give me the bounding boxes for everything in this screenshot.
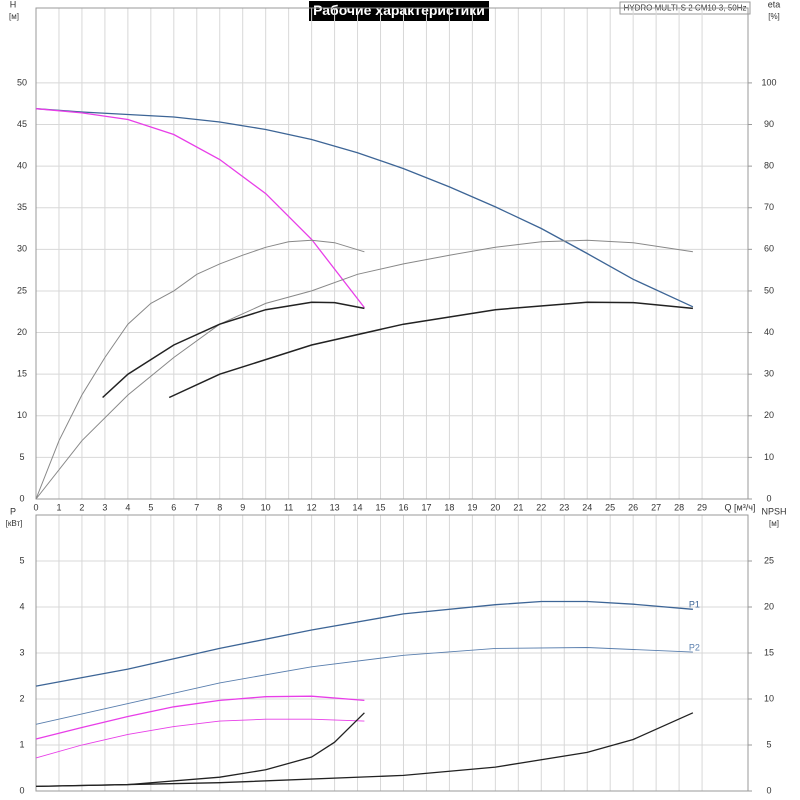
series-label: P2 (689, 642, 700, 652)
y-tick-label: 4 (19, 601, 24, 611)
x-tick-label: 23 (559, 502, 569, 512)
x-tick-label: 0 (33, 502, 38, 512)
plot-frame (35, 514, 749, 792)
x-tick-label: 8 (217, 502, 222, 512)
title-box (309, 1, 489, 21)
x-tick-label: 14 (353, 502, 363, 512)
y-tick-label: 25 (17, 285, 27, 295)
x-tick-label: 10 (261, 502, 271, 512)
y2-tick-label: 60 (764, 244, 774, 254)
y-tick-label: 2 (19, 693, 24, 703)
y2-axis-label: NPSH (761, 506, 786, 516)
x-tick-label: 3 (102, 502, 107, 512)
x-tick-label: 5 (148, 502, 153, 512)
x-tick-label: 22 (536, 502, 546, 512)
y2-tick-label: 20 (764, 601, 774, 611)
y2-tick-label: 40 (764, 327, 774, 337)
series-line (35, 239, 365, 500)
y-tick-label: 5 (19, 452, 24, 462)
x-tick-label: 21 (513, 502, 523, 512)
x-tick-label: 19 (467, 502, 477, 512)
y-tick-label: 0 (19, 785, 24, 795)
y-tick-label: 50 (17, 77, 27, 87)
y2-tick-label: 5 (766, 739, 771, 749)
x-tick-label: 16 (398, 502, 408, 512)
x-tick-label: 18 (444, 502, 454, 512)
y-tick-label: 35 (17, 202, 27, 212)
y-tick-label: 10 (17, 410, 27, 420)
x-tick-label: 4 (125, 502, 130, 512)
x-tick-label: 1 (56, 502, 61, 512)
y2-tick-label: 10 (764, 693, 774, 703)
y2-axis-label: eta (768, 0, 781, 9)
y-tick-label: 45 (17, 119, 27, 129)
y2-axis-unit: [%] (768, 12, 780, 21)
y-tick-label: 15 (17, 369, 27, 379)
x-tick-label: 29 (697, 502, 707, 512)
y-tick-label: 0 (19, 493, 24, 503)
series-line (35, 718, 365, 759)
x-tick-label: 6 (171, 502, 176, 512)
y-tick-label: 30 (17, 244, 27, 254)
x-tick-label: 12 (307, 502, 317, 512)
y-axis-label: P (10, 506, 16, 516)
x-tick-label: 2 (79, 502, 84, 512)
y2-tick-label: 0 (766, 785, 771, 795)
x-tick-label: 9 (240, 502, 245, 512)
x-tick-label: 7 (194, 502, 199, 512)
x-tick-label: 17 (421, 502, 431, 512)
series-line (35, 108, 365, 308)
y2-axis-unit: [м] (769, 519, 779, 528)
series-line (35, 108, 694, 308)
series-line (168, 301, 693, 399)
y2-tick-label: 50 (764, 285, 774, 295)
plot-frame (35, 7, 749, 500)
y2-tick-label: 30 (764, 369, 774, 379)
x-tick-label: 24 (582, 502, 592, 512)
series-line (35, 239, 693, 500)
x-tick-label: 27 (651, 502, 661, 512)
y-axis-unit: [м] (9, 12, 19, 21)
x-tick-label: 15 (376, 502, 386, 512)
y2-tick-label: 90 (764, 119, 774, 129)
y-tick-label: 20 (17, 327, 27, 337)
x-tick-label: 13 (330, 502, 340, 512)
series-line (35, 647, 693, 725)
y2-tick-label: 100 (761, 77, 776, 87)
x-tick-label: 28 (674, 502, 684, 512)
y-tick-label: 3 (19, 647, 24, 657)
series-label: P1 (689, 600, 700, 610)
y-tick-label: 40 (17, 160, 27, 170)
y-tick-label: 5 (19, 555, 24, 565)
x-tick-label: 25 (605, 502, 615, 512)
x-axis-label: Q [м³/ч] (725, 502, 756, 512)
y2-tick-label: 10 (764, 452, 774, 462)
series-line (35, 695, 365, 740)
series-line (35, 600, 693, 687)
y-tick-label: 1 (19, 739, 24, 749)
x-tick-label: 11 (284, 502, 293, 512)
x-tick-label: 20 (490, 502, 500, 512)
series-line (35, 712, 694, 788)
y-axis-unit: [кВт] (6, 519, 23, 528)
y2-tick-label: 25 (764, 555, 774, 565)
y2-tick-label: 0 (766, 493, 771, 503)
x-tick-label: 26 (628, 502, 638, 512)
series-line (102, 301, 365, 399)
y-axis-label: H (10, 0, 17, 9)
chart-title: Рабочие характеристики (313, 2, 485, 18)
y2-tick-label: 80 (764, 160, 774, 170)
y2-tick-label: 70 (764, 202, 774, 212)
y2-tick-label: 15 (764, 647, 774, 657)
y2-tick-label: 20 (764, 410, 774, 420)
